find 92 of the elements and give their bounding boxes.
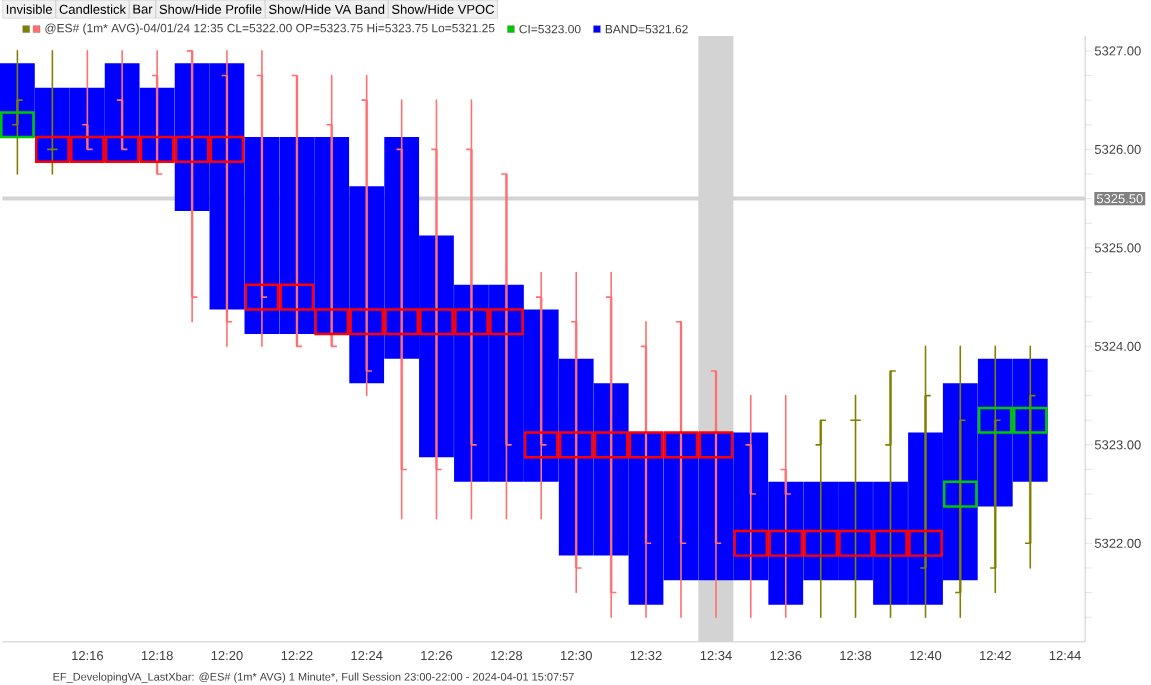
text: EF_DevelopingVA_LastXbar: @ES# (1m* AVG) 1 Minute*, Full Session 23:00-22:00 - 2024-04-01 15:07:57 (53, 672, 574, 683)
candlestick (535, 271, 548, 520)
x-tick-label: 12:32 (630, 651, 662, 661)
point (244, 283, 280, 311)
candlestick (639, 321, 653, 619)
candlestick (430, 99, 443, 520)
x-tick-label: 12:22 (281, 651, 313, 661)
point (139, 135, 175, 164)
point (279, 283, 315, 311)
candlestick (779, 394, 792, 619)
point (419, 308, 454, 336)
candlestick (151, 50, 164, 175)
point (768, 529, 804, 558)
text: Show/Hide VPOC (392, 4, 494, 15)
point (593, 431, 629, 459)
x-tick-label: 12:38 (840, 651, 872, 661)
text: Show/Hide VA Band (269, 4, 385, 15)
candlestick (81, 50, 94, 151)
x-tick-label: 12:30 (560, 651, 592, 661)
candlestick (116, 50, 129, 151)
point (314, 308, 350, 336)
point (174, 135, 210, 164)
text: Show/Hide Profile (159, 4, 262, 15)
text: Bar (133, 4, 153, 14)
candlestick (500, 173, 513, 520)
candlestick (674, 321, 687, 619)
point (558, 431, 594, 459)
candlestick (290, 74, 303, 348)
x-tick-label: 12:28 (491, 651, 523, 661)
point (803, 529, 839, 558)
candlestick (220, 50, 233, 348)
x-tick-label: 12:24 (351, 651, 383, 661)
point (70, 135, 105, 164)
y-tick-label: 5324.00 (1094, 341, 1141, 352)
point (209, 135, 245, 164)
point (489, 308, 524, 336)
x-tick-label: 12:36 (770, 651, 802, 661)
candlestick (395, 99, 408, 520)
candlestick (360, 74, 373, 397)
candlestick (1024, 345, 1037, 569)
candlestick (884, 370, 897, 619)
candlestick (954, 345, 967, 619)
point (454, 308, 489, 336)
text: Invisible (6, 4, 52, 15)
candlestick (989, 345, 1002, 594)
x-tick-label: 12:40 (910, 651, 942, 661)
point (838, 529, 873, 558)
point (733, 529, 769, 558)
legend-label: BAND=5321.62 (605, 25, 688, 34)
point (104, 135, 140, 164)
point (977, 406, 1013, 434)
legend-label: @ES# (1m* AVG)-04/01/24 12:35 CL=5322.00 OP=5323.75 Hi=5323.75 Lo=5321.25 (45, 23, 495, 35)
legend-label: CI=5323.00 (519, 25, 581, 34)
candlestick (11, 50, 24, 175)
point (698, 431, 734, 459)
candlestick (744, 394, 757, 619)
candlestick (605, 271, 618, 619)
x-tick-label: 12:26 (421, 651, 453, 661)
point (873, 529, 908, 558)
x-tick-label: 12:44 (1049, 651, 1081, 661)
point (384, 308, 420, 336)
candlestick (919, 345, 932, 619)
candlestick (849, 394, 862, 619)
x-tick-label: 12:18 (141, 651, 173, 661)
candlestick (465, 99, 478, 520)
y-tick-label: 5325.00 (1094, 243, 1141, 253)
candlestick (709, 370, 722, 619)
y-tick-label: 5322.00 (1094, 538, 1141, 549)
y-tick-label: 5326.00 (1094, 144, 1141, 155)
point (908, 529, 943, 558)
point (942, 480, 978, 508)
point (349, 308, 385, 336)
candlestick (814, 419, 827, 619)
candlestick (325, 74, 338, 348)
point (523, 431, 559, 459)
candlestick (255, 50, 268, 348)
candlestick (186, 50, 199, 323)
x-tick-label: 12:34 (700, 651, 732, 661)
point (35, 135, 70, 164)
x-tick-label: 12:16 (72, 651, 104, 661)
ref-line-label: 5325.50 (1096, 194, 1143, 204)
point (628, 431, 664, 459)
point (663, 431, 699, 459)
y-tick-label: 5327.00 (1094, 46, 1141, 56)
text: Candlestick (59, 4, 127, 15)
candlestick (570, 271, 583, 594)
x-tick-label: 12:20 (211, 651, 243, 661)
x-tick-label: 12:42 (980, 651, 1011, 661)
point (0, 111, 35, 139)
candlestick (46, 50, 59, 175)
point (1012, 406, 1048, 434)
y-tick-label: 5323.00 (1094, 440, 1141, 450)
